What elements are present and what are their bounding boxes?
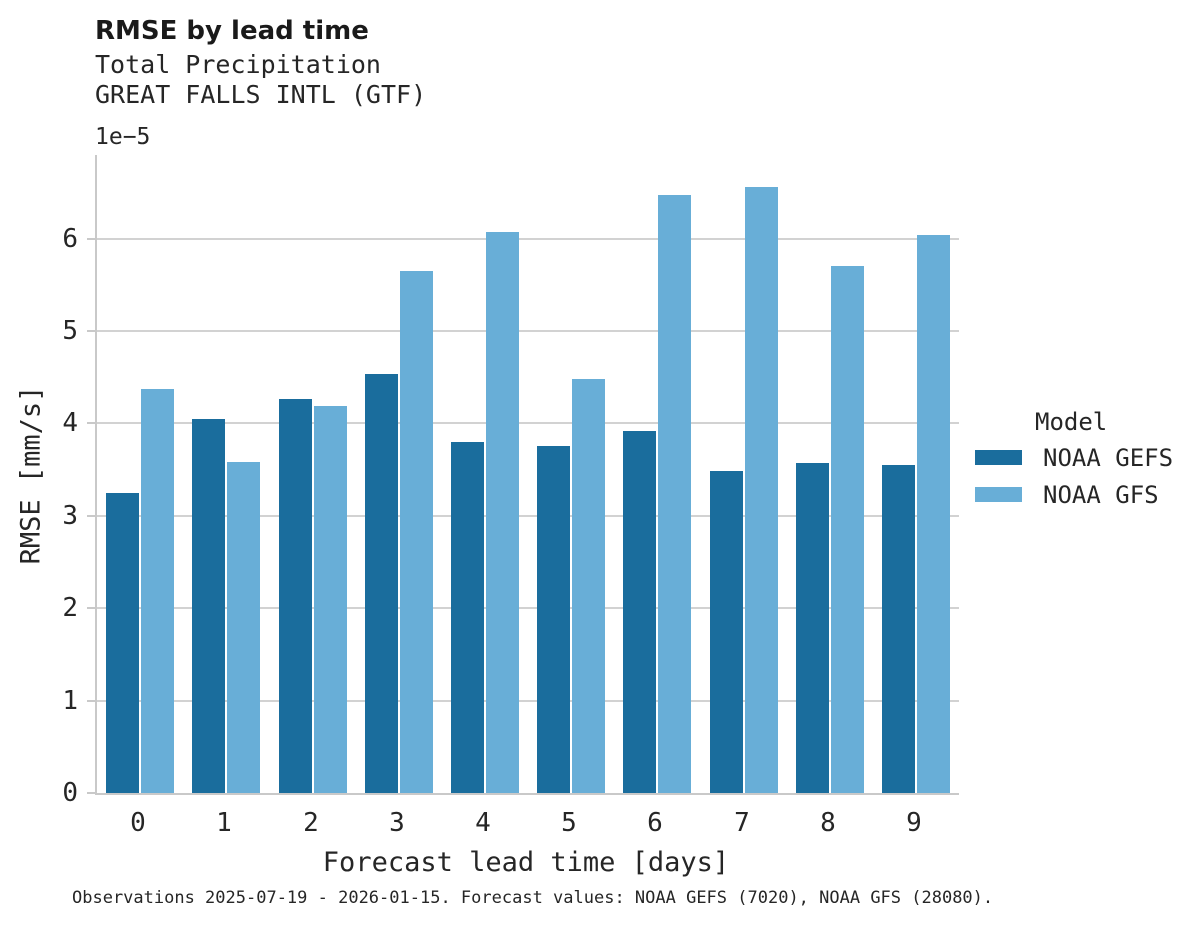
- x-tick-label-4: 4: [475, 808, 491, 838]
- legend-label-noaa-gfs: NOAA GFS: [1043, 480, 1159, 509]
- bar-noaa-gfs-day3: [400, 271, 433, 793]
- y-tick-label-0: 0: [62, 778, 78, 808]
- bar-noaa-gfs-day4: [486, 232, 519, 793]
- bar-noaa-gfs-day5: [572, 379, 605, 793]
- gridline-y5: [97, 330, 959, 332]
- y-tick-mark-4: [87, 422, 95, 425]
- caption: Observations 2025-07-19 - 2026-01-15. Fo…: [72, 888, 994, 908]
- bar-noaa-gfs-day2: [314, 406, 347, 793]
- chart-subtitle-variable: Total Precipitation: [95, 50, 381, 79]
- x-tick-label-2: 2: [303, 808, 319, 838]
- bar-noaa-gefs-day7: [710, 471, 743, 793]
- bar-noaa-gfs-day1: [227, 462, 260, 793]
- y-tick-label-3: 3: [62, 500, 78, 531]
- y-tick-mark-2: [87, 607, 95, 610]
- gridline-y1: [97, 699, 959, 702]
- y-tick-mark-1: [87, 699, 95, 702]
- x-tick-label-3: 3: [389, 808, 405, 838]
- bar-noaa-gefs-day4: [451, 442, 484, 793]
- x-tick-label-5: 5: [561, 808, 577, 838]
- bar-noaa-gefs-day2: [279, 399, 312, 793]
- x-tick-label-6: 6: [647, 808, 663, 838]
- bar-noaa-gfs-day8: [831, 266, 864, 793]
- bar-noaa-gefs-day1: [192, 419, 225, 793]
- y-tick-label-1: 1: [62, 685, 78, 716]
- legend-entry-noaa-gefs: NOAA GEFS: [975, 440, 1190, 475]
- bar-noaa-gefs-day0: [106, 493, 139, 793]
- bar-noaa-gefs-day9: [882, 465, 915, 793]
- legend-swatch-noaa-gfs: [975, 487, 1022, 502]
- y-tick-mark-3: [87, 514, 95, 517]
- bar-noaa-gefs-day5: [537, 446, 570, 793]
- x-axis-label: Forecast lead time [days]: [322, 847, 730, 878]
- gridline-y4: [97, 422, 959, 425]
- legend-swatch-noaa-gefs: [975, 450, 1022, 465]
- chart-title: RMSE by lead time: [95, 16, 369, 46]
- x-tick-label-7: 7: [734, 808, 750, 838]
- bar-noaa-gefs-day6: [623, 431, 656, 793]
- bar-noaa-gfs-day9: [917, 235, 950, 793]
- gridline-y6: [97, 237, 959, 240]
- y-tick-label-6: 6: [62, 223, 78, 254]
- y-tick-mark-5: [87, 330, 95, 332]
- bar-noaa-gefs-day3: [365, 374, 398, 793]
- y-axis-offset-label: 1e−5: [95, 124, 151, 150]
- gridline-y2: [97, 607, 959, 610]
- legend-title: Model: [1035, 408, 1108, 436]
- y-tick-label-5: 5: [62, 316, 78, 346]
- legend-label-noaa-gefs: NOAA GEFS: [1043, 443, 1174, 472]
- x-tick-label-0: 0: [130, 808, 146, 838]
- y-tick-mark-6: [87, 237, 95, 240]
- x-tick-label-1: 1: [216, 808, 232, 838]
- legend-entry-noaa-gfs: NOAA GFS: [975, 477, 1190, 512]
- bar-noaa-gfs-day6: [658, 195, 691, 793]
- x-tick-label-9: 9: [906, 808, 922, 838]
- y-tick-mark-0: [87, 792, 95, 794]
- x-tick-label-8: 8: [820, 808, 836, 838]
- bar-noaa-gfs-day0: [141, 389, 174, 793]
- y-tick-label-4: 4: [62, 408, 78, 439]
- bar-noaa-gefs-day8: [796, 463, 829, 793]
- chart-subtitle-station: GREAT FALLS INTL (GTF): [95, 80, 427, 109]
- gridline-y3: [97, 514, 959, 517]
- y-tick-label-2: 2: [62, 593, 78, 624]
- bar-noaa-gfs-day7: [745, 187, 778, 793]
- plot-area: [87, 155, 959, 795]
- legend: Model NOAA GEFS NOAA GFS: [975, 408, 1190, 512]
